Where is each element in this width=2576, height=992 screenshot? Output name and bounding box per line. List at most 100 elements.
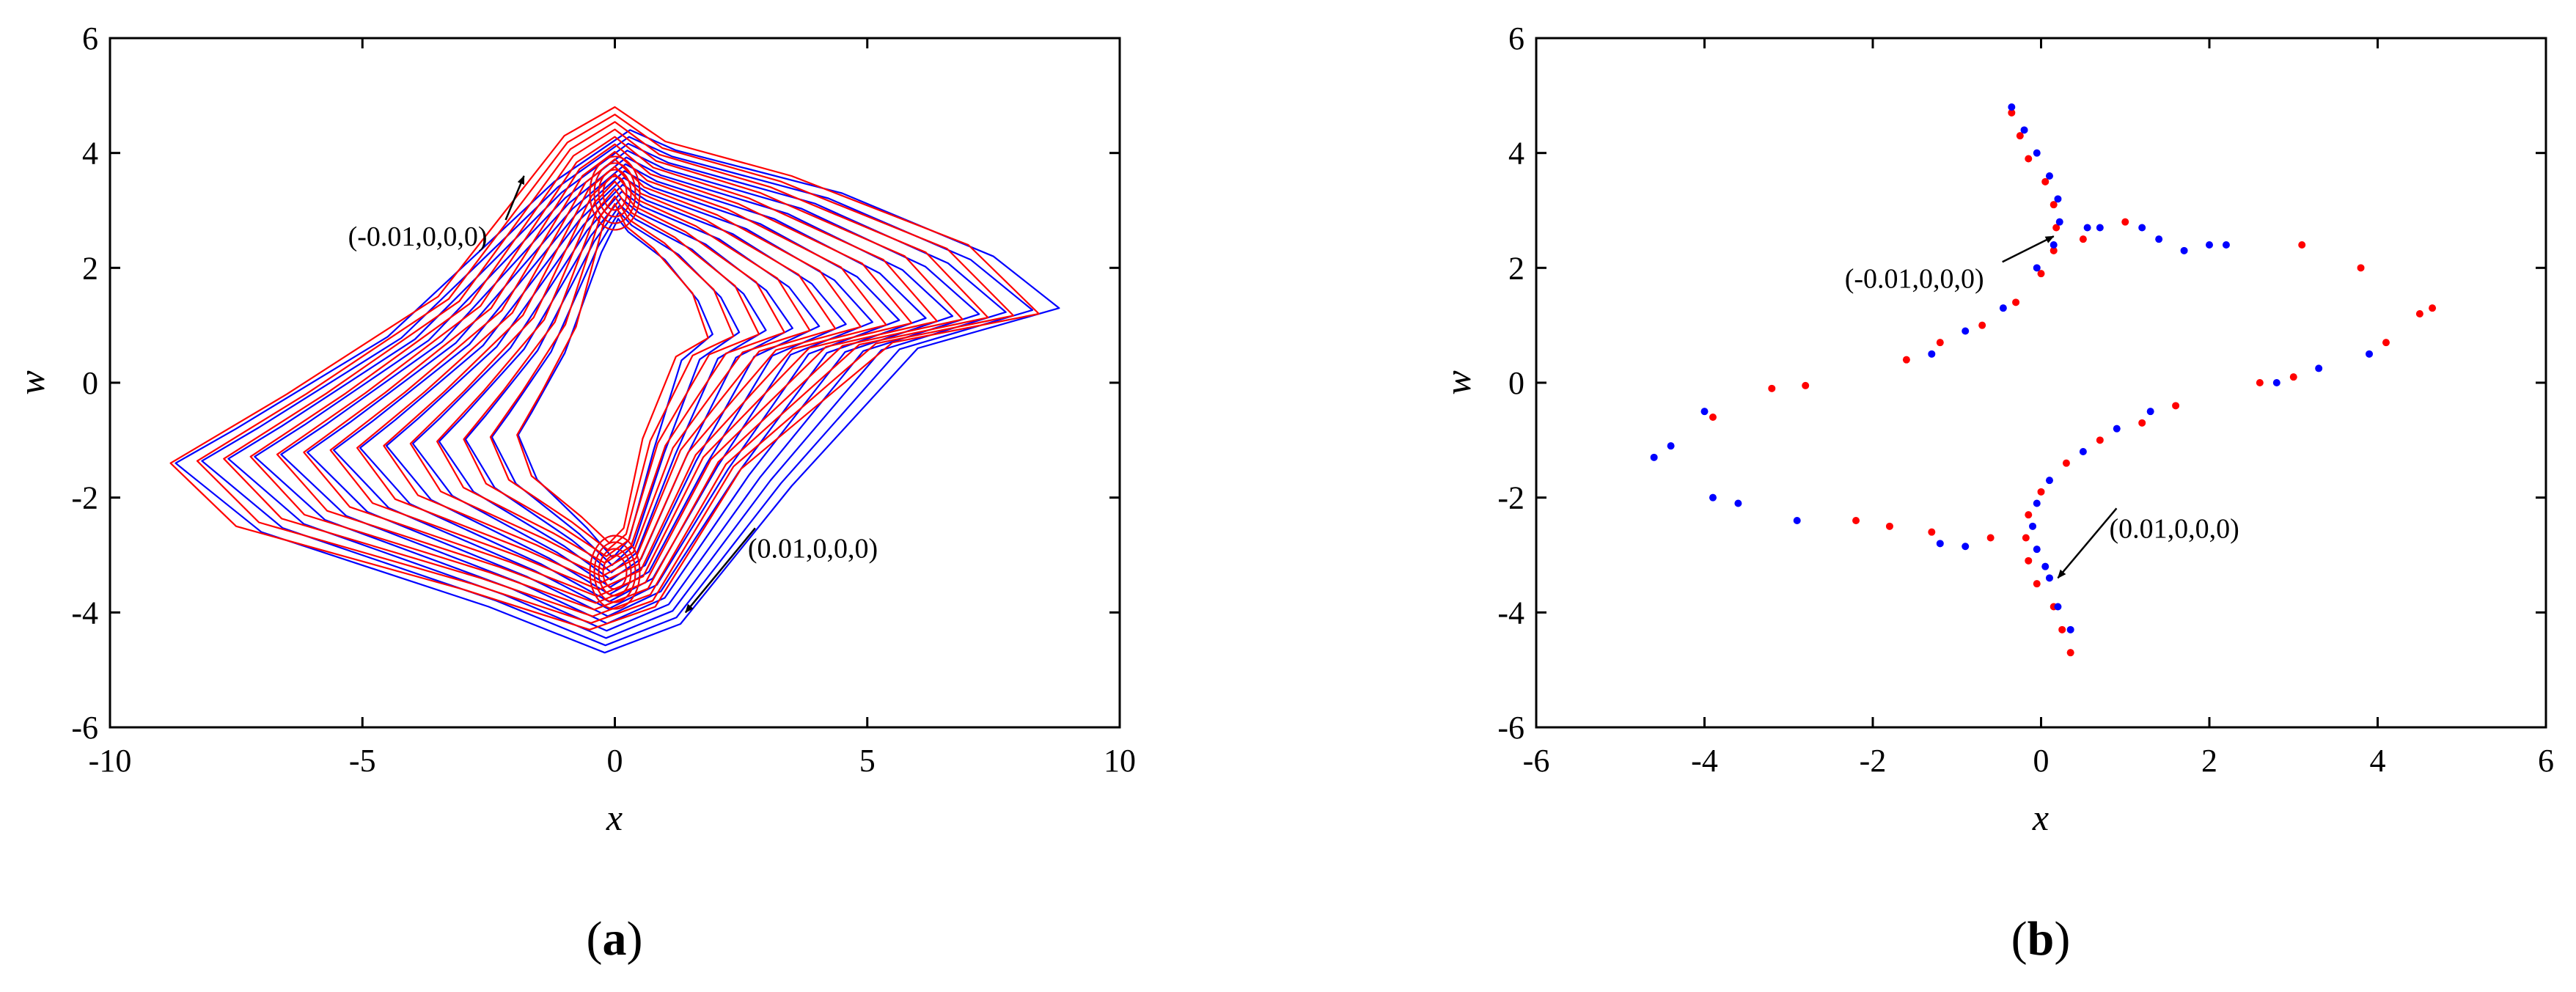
y-tick-label-5: 2 bbox=[1508, 250, 1524, 286]
series-2-line-4 bbox=[436, 180, 785, 564]
annotations-b: (-0.01,0,0,0) (0.01,0,0,0) bbox=[1845, 235, 2239, 579]
series-2-point-38 bbox=[2180, 246, 2188, 254]
annotation-arrow-2 bbox=[2057, 507, 2118, 579]
series-2-line-1 bbox=[516, 202, 709, 544]
series-1-point-26 bbox=[1885, 522, 1893, 530]
series-2-point-22 bbox=[2146, 408, 2154, 416]
y-tick-label-7: 6 bbox=[82, 21, 98, 56]
y-tick-label-7: 6 bbox=[1508, 21, 1524, 56]
series-2-point-6 bbox=[2055, 218, 2063, 226]
x-axis-label-a: x bbox=[606, 797, 623, 838]
x-tick-label-4: 0 bbox=[2033, 743, 2050, 779]
series-1-point-24 bbox=[2172, 402, 2180, 410]
series-1-point-17 bbox=[2025, 556, 2033, 565]
series-1-point-22 bbox=[2096, 436, 2104, 444]
series-1-point-5 bbox=[2050, 201, 2058, 209]
panel-label-a: (a) bbox=[587, 912, 643, 966]
x-tick-label-4: 5 bbox=[859, 743, 876, 779]
series-1-line-11 bbox=[254, 150, 980, 632]
y-axis-label-b: w bbox=[1437, 370, 1478, 394]
series-2-point-16 bbox=[2033, 545, 2041, 554]
y-tick-label-1: -6 bbox=[71, 710, 98, 746]
series-1-line-2 bbox=[491, 210, 741, 566]
series-2-line-6 bbox=[383, 166, 837, 578]
series-2-line-7 bbox=[356, 158, 862, 584]
series-1-point-19 bbox=[2025, 511, 2033, 519]
ticks-b: -6 -4 -2 0 2 4 6 -6 -4 -2 0 2 4 6 bbox=[1497, 21, 2554, 779]
x-tick-label-6: 4 bbox=[2370, 743, 2386, 779]
series-1-point-13 bbox=[2066, 649, 2074, 657]
series-1-point-30 bbox=[1802, 381, 1810, 389]
annotations-a: (-0.01,0,0,0) (0.01,0,0,0) bbox=[348, 175, 878, 614]
y-tick-label-2: -4 bbox=[71, 595, 98, 631]
ticks-a: -10 -5 0 5 10 -6 -4 -2 0 2 4 6 bbox=[71, 21, 1136, 779]
series-2-point-3 bbox=[2033, 149, 2041, 157]
series-1-line-14 bbox=[175, 129, 1060, 654]
series-2-point-23 bbox=[1650, 453, 1658, 461]
y-tick-label-1: -6 bbox=[1497, 710, 1524, 746]
series-1-point-36 bbox=[2382, 339, 2390, 347]
series-2-point-19 bbox=[2045, 477, 2053, 485]
series-2-point-24 bbox=[1667, 442, 1675, 450]
series-2-spiral-1-4 bbox=[589, 155, 641, 231]
series-2-point-15 bbox=[2041, 562, 2050, 570]
series-1-point-9 bbox=[2012, 298, 2020, 306]
y-tick-label-3: -2 bbox=[1497, 480, 1524, 516]
series-2-line-12 bbox=[223, 121, 989, 617]
series-1-point-7 bbox=[2050, 246, 2058, 254]
panel-label-b-letter: b bbox=[2028, 912, 2055, 966]
series-1-line-9 bbox=[307, 163, 927, 617]
series-1-point-31 bbox=[1709, 414, 1717, 421]
series-2-point-27 bbox=[1734, 499, 1742, 507]
series-2-line-5 bbox=[409, 173, 811, 571]
series-2-spiral-1-1 bbox=[602, 175, 628, 211]
series-1-point-25 bbox=[1852, 517, 1860, 524]
x-tick-label-1: -10 bbox=[89, 743, 132, 779]
series-2-point-26 bbox=[1709, 493, 1717, 501]
series-2-point-33 bbox=[2272, 379, 2280, 386]
series-2-spiral-2-1 bbox=[602, 554, 628, 590]
annotation-2: (0.01,0,0,0) bbox=[2109, 513, 2239, 544]
series-2-point-25 bbox=[1700, 408, 1709, 416]
x-tick-label-3: 0 bbox=[607, 743, 623, 779]
series-1-point-23 bbox=[2138, 419, 2146, 427]
series-2-point-21 bbox=[2113, 425, 2121, 433]
annotation-1: (-0.01,0,0,0) bbox=[1845, 263, 1984, 294]
x-tick-label-1: -6 bbox=[1523, 743, 1550, 779]
series-2-point-8 bbox=[2033, 264, 2041, 272]
series-1-point-21 bbox=[2062, 459, 2070, 467]
series-2-point-11 bbox=[1928, 350, 1936, 358]
series-2-point-12 bbox=[2066, 625, 2074, 633]
annotation-arrow-1 bbox=[504, 175, 525, 221]
series-2-point-10 bbox=[1962, 327, 1970, 335]
series-1-point-18 bbox=[2022, 534, 2030, 542]
y-tick-label-3: -2 bbox=[71, 480, 98, 516]
series-2-line-10 bbox=[276, 136, 939, 604]
panel-a: -10 -5 0 5 10 -6 -4 -2 0 2 4 6 (-0.01,0,0,0) (0.01,0… bbox=[11, 21, 1136, 966]
series-1-point-20 bbox=[2037, 488, 2045, 496]
series-1-point-2 bbox=[2016, 132, 2024, 140]
series-2-spiral-1-3 bbox=[593, 162, 636, 224]
series-1-point-38 bbox=[2256, 379, 2264, 386]
series-1-point-40 bbox=[2079, 235, 2087, 243]
y-tick-label-2: -4 bbox=[1497, 595, 1524, 631]
series-2-line-11 bbox=[249, 128, 964, 611]
y-tick-label-5: 2 bbox=[82, 250, 98, 286]
series-2-spiral-2-3 bbox=[593, 541, 636, 603]
series-1-point-37 bbox=[2289, 373, 2297, 381]
x-tick-label-5: 2 bbox=[2201, 743, 2217, 779]
series-2-point-17 bbox=[2029, 522, 2037, 530]
panel-b: -6 -4 -2 0 2 4 6 -6 -4 -2 0 2 4 6 (-0.01,0,0,0) (0.01,… bbox=[1437, 21, 2554, 966]
annotation-arrow-1 bbox=[2002, 235, 2055, 263]
series-1-line-5 bbox=[411, 191, 821, 588]
data-layer-a bbox=[169, 106, 1060, 654]
series-1-point-14 bbox=[2058, 625, 2066, 633]
y-tick-label-6: 4 bbox=[82, 136, 98, 172]
series-1-line-3 bbox=[464, 204, 767, 573]
series-1-point-12 bbox=[1902, 356, 1910, 364]
axes-frame-b bbox=[1535, 37, 2547, 729]
series-1-point-32 bbox=[2298, 241, 2306, 249]
series-1-point-16 bbox=[2033, 580, 2041, 588]
x-tick-label-2: -5 bbox=[349, 743, 376, 779]
